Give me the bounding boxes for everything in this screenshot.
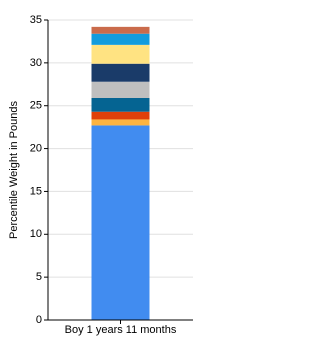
y-tick-label: 15 bbox=[30, 185, 42, 197]
x-tick-label: Boy 1 years 11 months bbox=[65, 324, 177, 336]
y-tick-label: 0 bbox=[36, 314, 42, 326]
y-tick-label: 30 bbox=[30, 57, 42, 69]
bar-segment bbox=[91, 26, 150, 34]
y-tick-label: 10 bbox=[30, 228, 42, 240]
y-axis-label: Percentile Weight in Pounds bbox=[8, 101, 20, 239]
chart: Percentile Weight in Pounds 0 5 10 15 20 25 30… bbox=[8, 14, 193, 336]
y-tick-label: 20 bbox=[30, 142, 42, 154]
bar-segment bbox=[91, 111, 150, 120]
y-tick-label: 25 bbox=[30, 100, 42, 112]
bar-segment bbox=[91, 63, 150, 82]
y-tick-label: 35 bbox=[30, 14, 42, 26]
bar-segment bbox=[91, 81, 150, 98]
bar-segment bbox=[91, 119, 150, 126]
bar-segment bbox=[91, 44, 150, 64]
y-tick-label: 5 bbox=[36, 271, 42, 283]
bar-segment bbox=[91, 33, 150, 45]
bar-segment bbox=[91, 98, 150, 112]
bar-segment bbox=[91, 125, 150, 320]
